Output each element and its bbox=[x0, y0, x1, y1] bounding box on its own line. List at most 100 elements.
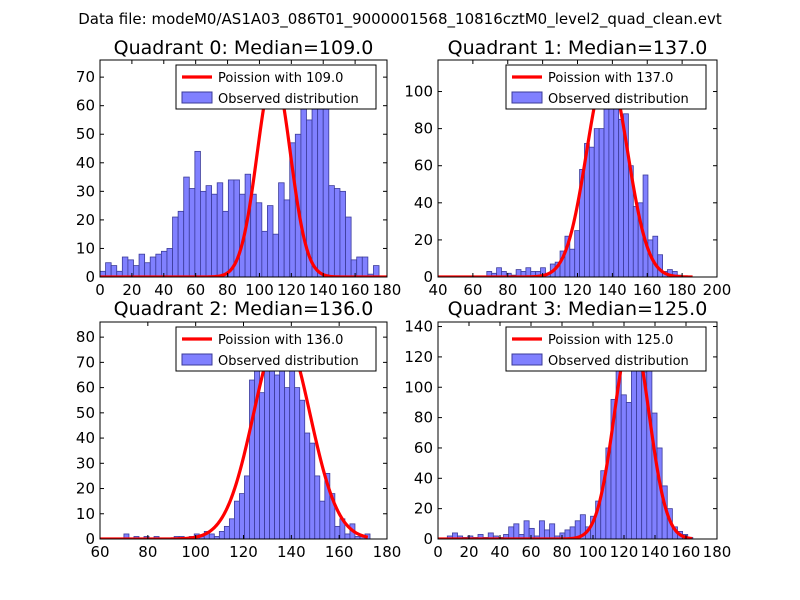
histogram-bar bbox=[528, 527, 535, 539]
histogram-bar bbox=[350, 259, 358, 277]
histogram-bar bbox=[373, 265, 380, 277]
histogram-bar bbox=[304, 432, 311, 539]
x-tick-label: 20 bbox=[459, 543, 478, 561]
axis-ticks-quadrant-2: 60 80 100 120 140 160 180 0 10 20 30 40 50 60 70 80 bbox=[76, 322, 401, 561]
x-tick-label: 160 bbox=[672, 543, 701, 561]
x-tick-label: 40 bbox=[428, 281, 447, 299]
legend-curve-label: Poission with 109.0 bbox=[218, 71, 343, 86]
histogram-bar bbox=[218, 531, 225, 539]
x-tick-label: 60 bbox=[90, 543, 109, 561]
x-tick-label: 80 bbox=[552, 543, 571, 561]
histogram-bar bbox=[508, 526, 515, 539]
histogram-bar bbox=[200, 190, 207, 277]
axis-ticks-quadrant-3: 0 20 40 60 80 100 120 140 160 1800204060801001201… bbox=[404, 318, 731, 561]
histogram-bar bbox=[319, 500, 326, 539]
y-tick-label: 10 bbox=[76, 505, 95, 523]
histogram-bar bbox=[222, 210, 229, 277]
histogram-bar bbox=[208, 533, 215, 539]
y-tick-label: 120 bbox=[404, 348, 433, 366]
y-tick-label: 20 bbox=[414, 500, 433, 518]
histogram-bar bbox=[127, 259, 134, 277]
y-tick-label: 20 bbox=[414, 231, 433, 249]
axes-frame bbox=[437, 321, 718, 540]
legend-curve-label: Poission with 137.0 bbox=[548, 71, 673, 86]
histogram-bar bbox=[250, 193, 257, 277]
y-tick-label: 40 bbox=[414, 194, 433, 212]
y-tick-label: 80 bbox=[414, 120, 433, 138]
histogram-bar bbox=[155, 253, 162, 277]
histogram-bar bbox=[652, 235, 659, 277]
x-tick-label: 140 bbox=[598, 281, 627, 299]
panel-quadrant-1: Quadrant 1: Median=137.0 40 60 80 100 120 140… bbox=[404, 37, 731, 299]
histogram-bar bbox=[234, 500, 240, 539]
x-tick-label: 100 bbox=[528, 281, 557, 299]
x-tick-label: 140 bbox=[309, 281, 338, 299]
y-tick-label: 30 bbox=[76, 454, 95, 472]
y-tick-label: 60 bbox=[414, 157, 433, 175]
y-tick-label: 70 bbox=[76, 353, 95, 371]
histogram-bar bbox=[110, 265, 118, 277]
histogram-bar bbox=[513, 523, 520, 539]
histogram-bar bbox=[223, 525, 230, 539]
histogram-bar bbox=[255, 202, 263, 277]
histogram-bar bbox=[261, 230, 268, 277]
histogram-bar bbox=[344, 533, 351, 539]
histogram-bar bbox=[646, 344, 653, 539]
histogram-bar bbox=[593, 128, 600, 277]
x-tick-label: 200 bbox=[703, 281, 732, 299]
legend-bar-swatch bbox=[511, 353, 543, 366]
axis-ticks-quadrant-1: 40 60 80 100 120 140 160 180 200 0 20 40 60 80 100 bbox=[404, 60, 731, 299]
histogram-bar bbox=[289, 369, 296, 539]
histogram-bar bbox=[625, 402, 632, 539]
legend-bar-label: Observed distribution bbox=[218, 92, 359, 107]
histogram-bar bbox=[523, 520, 530, 539]
histogram-bar bbox=[361, 256, 369, 277]
histogram-bar bbox=[632, 206, 639, 277]
histogram-bar bbox=[105, 262, 112, 277]
histogram-bar bbox=[356, 256, 363, 277]
histogram-bar bbox=[283, 199, 291, 277]
x-tick-label: 100 bbox=[579, 543, 608, 561]
histogram-bar bbox=[133, 265, 140, 277]
x-tick-label: 100 bbox=[181, 543, 210, 561]
x-tick-label: 40 bbox=[154, 281, 173, 299]
poisson-curve-line bbox=[438, 67, 694, 277]
histogram-bar bbox=[299, 399, 306, 539]
poisson-curve-quadrant-1 bbox=[438, 67, 694, 277]
y-tick-label: 100 bbox=[404, 378, 433, 396]
histogram-bar bbox=[227, 179, 235, 277]
legend-bar-swatch bbox=[511, 91, 543, 104]
histogram-bar bbox=[613, 94, 620, 277]
panel-quadrant-2: Quadrant 2: Median=136.0 60 80 100 120 140 16… bbox=[76, 298, 401, 561]
x-tick-label: 180 bbox=[668, 281, 697, 299]
histogram-bar bbox=[279, 356, 286, 539]
histogram-bar bbox=[538, 520, 545, 539]
histogram-bar bbox=[249, 379, 255, 539]
y-tick-label: 20 bbox=[76, 480, 95, 498]
axes-frame-quadrant-0 bbox=[99, 59, 388, 278]
histogram-bar bbox=[549, 523, 556, 539]
histogram-bar bbox=[172, 216, 179, 277]
y-tick-label: 50 bbox=[76, 125, 95, 143]
x-tick-label: 0 bbox=[433, 543, 443, 561]
legend-bar-label: Observed distribution bbox=[548, 354, 689, 369]
y-tick-label: 140 bbox=[404, 318, 433, 336]
histogram-bar bbox=[272, 233, 279, 277]
poisson-curve-quadrant-2 bbox=[100, 329, 369, 539]
x-tick-label: 180 bbox=[373, 281, 402, 299]
histogram-bar bbox=[254, 349, 260, 539]
poisson-curve-line bbox=[100, 329, 369, 539]
legend-bar-swatch bbox=[181, 353, 213, 366]
histogram-bar bbox=[121, 256, 129, 277]
histogram-bar bbox=[333, 188, 341, 277]
histogram-bar bbox=[123, 533, 130, 539]
histogram-bar bbox=[194, 150, 201, 277]
histogram-bar bbox=[284, 387, 291, 539]
histogram-bar bbox=[309, 442, 316, 539]
x-tick-label: 60 bbox=[186, 281, 205, 299]
histogram-bar bbox=[603, 94, 610, 277]
x-tick-label: 0 bbox=[95, 281, 105, 299]
x-tick-label: 120 bbox=[229, 543, 258, 561]
legend-bar-label: Observed distribution bbox=[218, 354, 359, 369]
panel-title-quadrant-3: Quadrant 3: Median=125.0 bbox=[448, 298, 708, 320]
